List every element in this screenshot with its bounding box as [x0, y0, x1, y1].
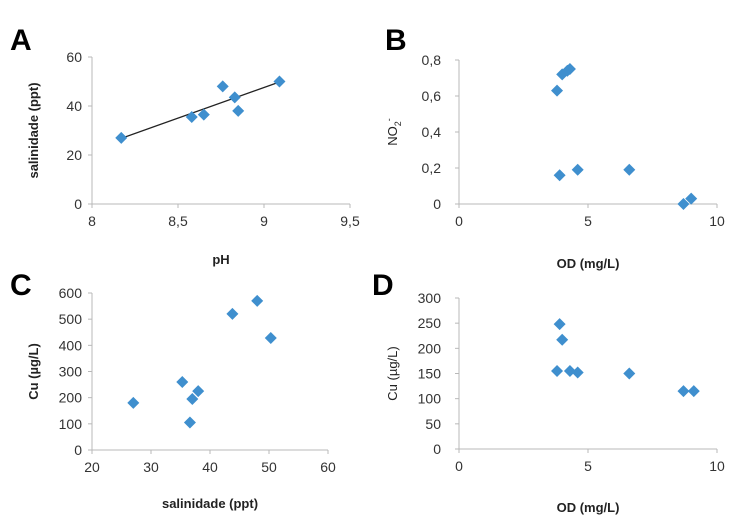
panel-d-x-tick-label: 5 — [584, 458, 592, 474]
panel-c-y-tick-label: 300 — [59, 364, 83, 380]
panel-c-y-tick-label: 500 — [59, 311, 83, 327]
panel-d-y-tick-label: 50 — [425, 416, 441, 432]
panel-b-data-point — [563, 63, 576, 75]
panel-a-data-point — [228, 91, 241, 104]
panel-c-y-tick-label: 100 — [59, 416, 83, 432]
panel-d-data-point — [571, 366, 584, 379]
panel-b-x-title: OD (mg/L) — [557, 256, 620, 271]
panel-b-data-point — [553, 169, 566, 182]
panel-c-y-title: Cu (µg/L) — [26, 343, 41, 400]
panel-b-y-title: NO2- — [384, 118, 403, 146]
panel-d-data-point — [553, 318, 566, 331]
panel-b-y-title-sup: - — [384, 118, 394, 121]
panel-c-y-tick-label: 0 — [74, 442, 82, 458]
panel-a-x-tick-label: 8 — [88, 213, 96, 229]
panel-c-y-tick-label: 200 — [59, 390, 83, 406]
panel-b-y-title-main: NO — [385, 126, 400, 146]
panel-a-data-point — [115, 131, 128, 144]
panel-d-data-point — [677, 385, 690, 398]
panel-a-data-point — [232, 104, 245, 117]
panel-c-data-point — [264, 332, 277, 345]
panel-a-data-point — [216, 80, 229, 93]
panel-b-data-point — [623, 163, 636, 176]
panel-c-x-tick-label: 50 — [261, 459, 277, 475]
panel-b-y-tick-label: 0,6 — [422, 88, 442, 104]
panel-d-y-tick-label: 0 — [433, 441, 441, 457]
panel-b-y-tick-label: 0 — [433, 196, 441, 212]
panel-b-data-point — [685, 192, 698, 205]
panel-b-data-point — [551, 84, 564, 97]
panel-d-letter: D — [372, 269, 394, 302]
panel-d-data-point — [551, 364, 564, 377]
panel-c-data-point — [226, 307, 239, 320]
panel-c-x-tick-label: 40 — [202, 459, 218, 475]
panel-a-y-tick-label: 40 — [66, 98, 82, 114]
panel-d-y-tick-label: 150 — [418, 366, 442, 382]
panel-b-data-point — [571, 163, 584, 176]
panel-d-x-title: OD (mg/L) — [557, 500, 620, 515]
panel-a-trendline — [121, 81, 280, 139]
panel-d-y-title: Cu (µg/L) — [385, 346, 400, 400]
panel-b: B 0 5 10 0 0,2 0,4 0,6 0,8 OD (mg/L) NO2- — [384, 24, 725, 271]
panel-d-data-point — [623, 367, 636, 380]
panel-c-data-point — [127, 396, 140, 409]
panel-b-y-tick-label: 0,4 — [422, 124, 442, 140]
panel-a-x-tick-label: 9 — [260, 213, 268, 229]
panel-c-x-title: salinidade (ppt) — [162, 496, 258, 511]
panel-c-data-point — [186, 392, 199, 405]
panel-d-y-tick-label: 200 — [418, 340, 442, 356]
panel-b-x-tick-label: 5 — [584, 213, 592, 229]
panel-c-data-point — [176, 375, 189, 388]
panel-c-x-tick-label: 60 — [320, 459, 336, 475]
panel-a-y-tick-label: 0 — [74, 196, 82, 212]
panel-d-y-tick-label: 300 — [418, 290, 442, 306]
panel-c-x-tick-label: 20 — [84, 459, 100, 475]
panel-d-x-tick-label: 10 — [709, 458, 725, 474]
panel-b-x-tick-label: 0 — [455, 213, 463, 229]
panel-d-y-tick-label: 250 — [418, 315, 442, 331]
panel-a-letter: A — [10, 24, 32, 57]
panel-c-letter: C — [10, 269, 32, 302]
panel-a-x-tick-label: 9,5 — [340, 213, 360, 229]
panel-c-y-tick-label: 600 — [59, 285, 83, 301]
panel-b-data-point — [677, 198, 690, 210]
panel-a-y-tick-label: 20 — [66, 147, 82, 163]
panel-a: A 8 8,5 9 9,5 0 20 40 60 pH salinidade (ppt) — [10, 24, 360, 267]
panel-c-y-tick-label: 400 — [59, 337, 83, 353]
panel-a-x-title: pH — [212, 252, 229, 267]
panel-d-y-tick-label: 100 — [418, 391, 442, 407]
panel-a-y-title: salinidade (ppt) — [26, 82, 41, 178]
panel-a-y-tick-label: 60 — [66, 49, 82, 65]
panel-b-y-title-sub: 2 — [393, 121, 403, 126]
panel-b-y-tick-label: 0,2 — [422, 160, 442, 176]
panel-b-x-tick-label: 10 — [709, 213, 725, 229]
panel-a-data-point — [197, 108, 210, 121]
panel-a-x-tick-label: 8,5 — [168, 213, 188, 229]
panel-b-y-tick-label: 0,8 — [422, 52, 442, 68]
panel-c-data-point — [251, 294, 264, 307]
panel-d-data-point — [687, 385, 700, 398]
panel-d-data-point — [563, 364, 576, 377]
panel-c-data-point — [192, 385, 205, 398]
panel-d-x-tick-label: 0 — [455, 458, 463, 474]
panel-a-data-point — [273, 75, 286, 88]
panel-c-data-point — [183, 416, 196, 429]
panel-b-letter: B — [385, 24, 407, 57]
panel-c-x-tick-label: 30 — [143, 459, 159, 475]
panel-d-data-point — [556, 333, 569, 346]
panel-a-data-point — [185, 111, 198, 124]
